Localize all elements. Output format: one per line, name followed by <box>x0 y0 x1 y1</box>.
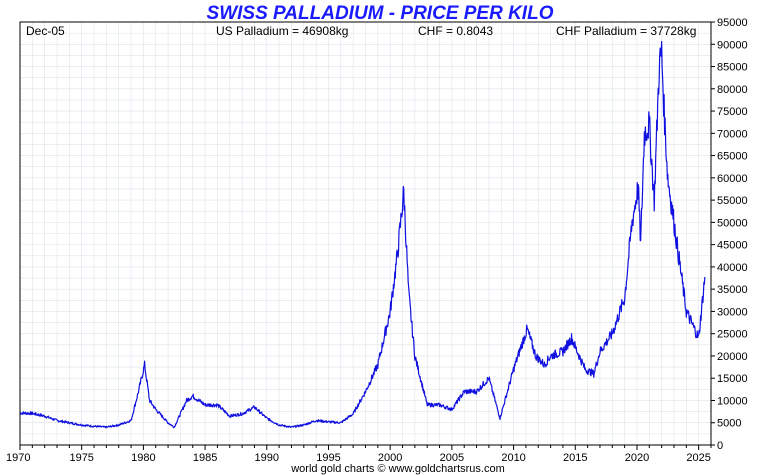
y-tick-label: 40000 <box>717 262 748 274</box>
x-tick-label: 1970 <box>6 452 30 464</box>
y-tick-label: 70000 <box>717 128 748 140</box>
x-tick-label: 2005 <box>440 452 464 464</box>
y-axis: 0 5000 10000 15000 20000 25000 30000 35000 40000… <box>711 17 748 452</box>
y-tick-label: 25000 <box>717 329 748 341</box>
y-tick-label: 0 <box>717 440 723 452</box>
price-line <box>19 40 706 429</box>
y-tick-label: 65000 <box>717 151 748 163</box>
x-axis: 1970 1975 1980 1985 1990 1995 2000 2005 2010 2015… <box>6 445 712 464</box>
grid <box>20 22 711 445</box>
y-tick-label: 30000 <box>717 306 748 318</box>
y-tick-label: 75000 <box>717 106 748 118</box>
header-date: Dec-05 <box>26 24 65 38</box>
header-fx-rate: CHF = 0.8043 <box>418 24 493 38</box>
x-tick-label: 2000 <box>378 452 402 464</box>
footer-credit: world gold charts © www.goldchartsrus.co… <box>290 463 505 475</box>
y-tick-label: 20000 <box>717 351 748 363</box>
x-tick-label: 2020 <box>625 452 649 464</box>
y-tick-label: 85000 <box>717 62 748 74</box>
x-tick-label: 1985 <box>193 452 217 464</box>
y-tick-label: 5000 <box>717 418 741 430</box>
x-tick-label: 2025 <box>686 452 710 464</box>
y-tick-label: 80000 <box>717 84 748 96</box>
y-tick-label: 60000 <box>717 173 748 185</box>
y-tick-label: 95000 <box>717 17 748 29</box>
chart-title: SWISS PALLADIUM - PRICE PER KILO <box>207 3 554 24</box>
y-tick-label: 35000 <box>717 284 748 296</box>
x-tick-label: 1975 <box>69 452 93 464</box>
x-tick-label: 1990 <box>255 452 279 464</box>
x-tick-label: 1995 <box>316 452 340 464</box>
y-tick-label: 45000 <box>717 240 748 252</box>
x-tick-label: 1980 <box>131 452 155 464</box>
header-chf-price: CHF Palladium = 37728kg <box>556 24 696 38</box>
y-tick-label: 50000 <box>717 217 748 229</box>
y-tick-label: 10000 <box>717 395 748 407</box>
y-tick-label: 90000 <box>717 39 748 51</box>
y-tick-label: 15000 <box>717 373 748 385</box>
x-tick-label: 2015 <box>563 452 587 464</box>
x-tick-label: 2010 <box>501 452 525 464</box>
series-group <box>19 40 706 429</box>
y-tick-label: 55000 <box>717 195 748 207</box>
header-us-price: US Palladium = 46908kg <box>216 24 348 38</box>
